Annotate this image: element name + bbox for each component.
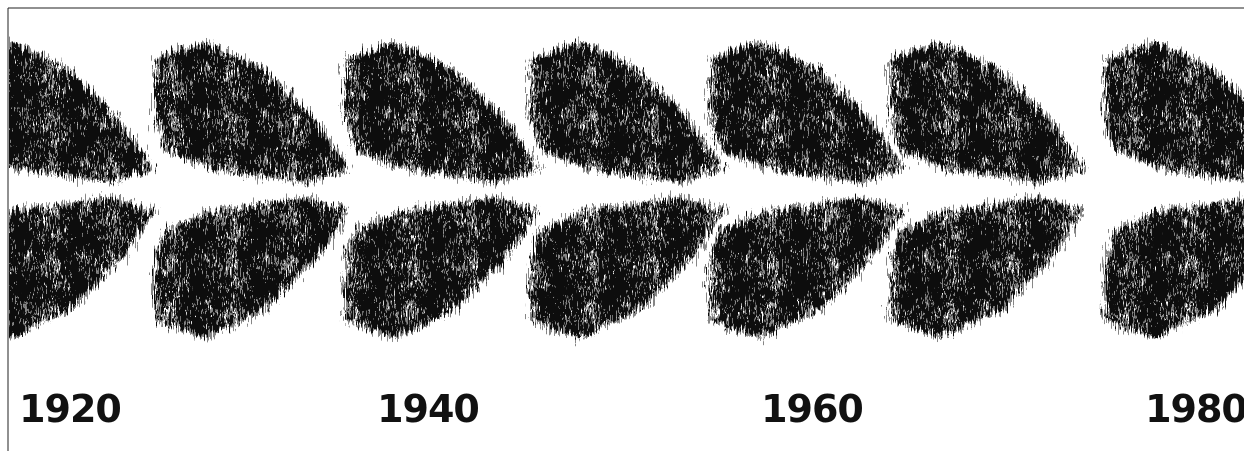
wing-lower — [710, 198, 905, 338]
year-label: 1980 — [1145, 387, 1244, 431]
wing-upper — [530, 42, 725, 182]
year-label: 1940 — [377, 387, 479, 431]
wing-lower — [345, 198, 540, 338]
wing-lower — [1105, 198, 1244, 338]
wing-lower — [155, 198, 350, 338]
wing-upper — [0, 42, 155, 182]
year-label: 1960 — [761, 387, 863, 431]
year-label: 1920 — [19, 387, 121, 431]
wing-upper — [155, 42, 350, 182]
wing-upper — [710, 42, 905, 182]
wing-lower — [890, 198, 1085, 338]
wing-upper — [345, 42, 540, 182]
butterfly-diagram: 1920 1940 1960 1980 — [0, 0, 1244, 451]
wing-lower — [0, 198, 155, 338]
wing-upper — [890, 42, 1085, 182]
wings — [0, 42, 1244, 338]
wing-lower — [530, 198, 725, 338]
wing-upper — [1105, 42, 1244, 182]
